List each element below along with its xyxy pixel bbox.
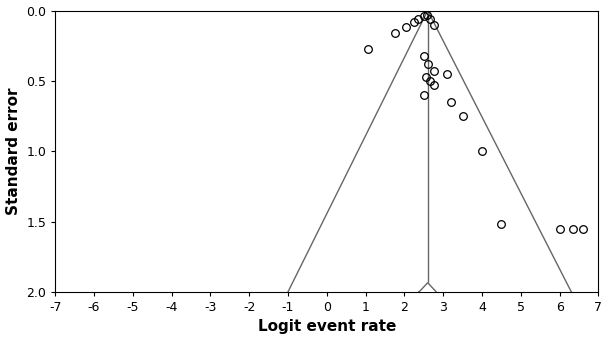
Polygon shape [419, 283, 436, 301]
X-axis label: Logit event rate: Logit event rate [258, 320, 396, 335]
Y-axis label: Standard error: Standard error [5, 87, 21, 215]
